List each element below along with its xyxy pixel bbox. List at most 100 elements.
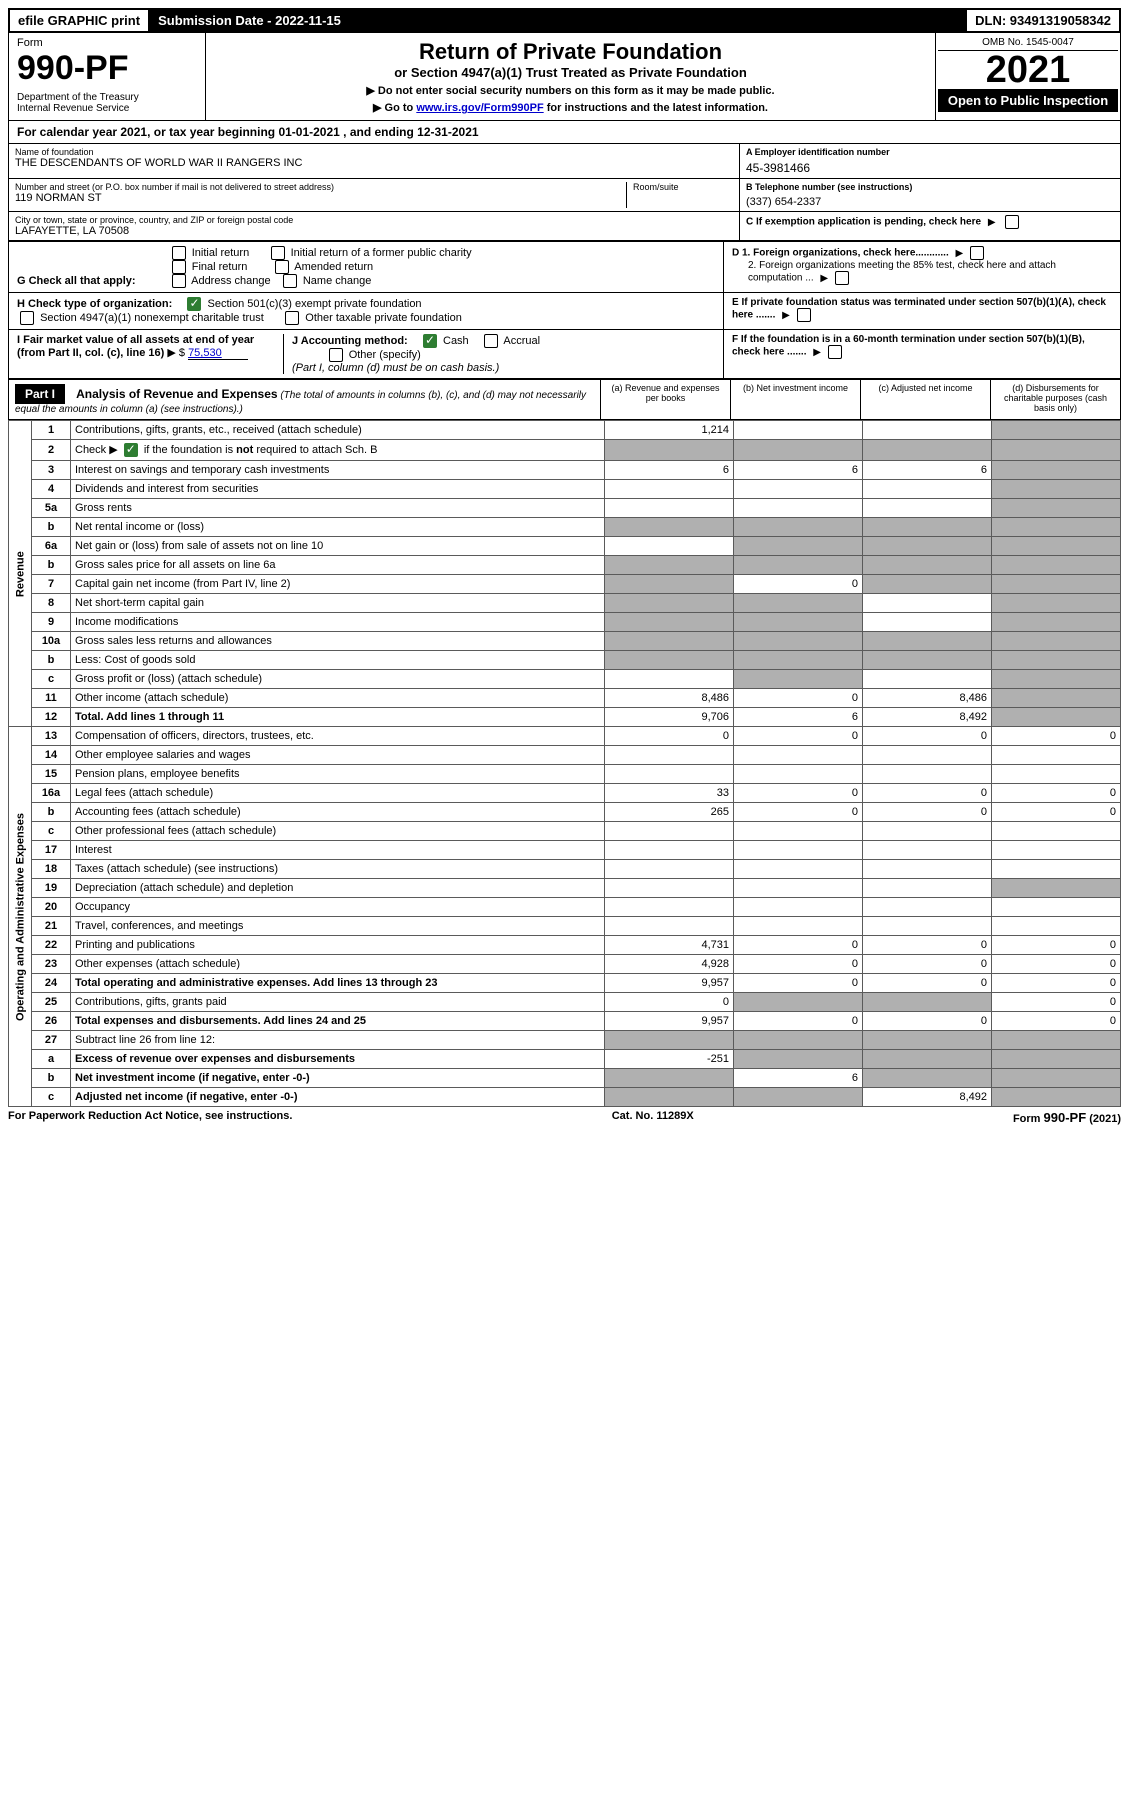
ein-value: 45-3981466 bbox=[746, 157, 1114, 175]
header-center: Return of Private Foundation or Section … bbox=[206, 33, 935, 120]
line-label: Gross sales less returns and allowances bbox=[71, 632, 605, 651]
table-row: bNet investment income (if negative, ent… bbox=[9, 1069, 1121, 1088]
line-label: Contributions, gifts, grants, etc., rece… bbox=[71, 421, 605, 440]
line-number: 3 bbox=[32, 461, 71, 480]
analysis-table: Revenue1Contributions, gifts, grants, et… bbox=[8, 420, 1121, 1107]
line-number: 26 bbox=[32, 1012, 71, 1031]
table-row: aExcess of revenue over expenses and dis… bbox=[9, 1050, 1121, 1069]
line-label: Compensation of officers, directors, tru… bbox=[71, 727, 605, 746]
line-number: 4 bbox=[32, 480, 71, 499]
table-row: 9Income modifications bbox=[9, 613, 1121, 632]
calendar-year: For calendar year 2021, or tax year begi… bbox=[8, 121, 1121, 144]
table-row: cGross profit or (loss) (attach schedule… bbox=[9, 670, 1121, 689]
line-label: Net gain or (loss) from sale of assets n… bbox=[71, 537, 605, 556]
note2-post: for instructions and the latest informat… bbox=[544, 102, 768, 114]
line-label: Excess of revenue over expenses and disb… bbox=[71, 1050, 605, 1069]
ein-cell: A Employer identification number 45-3981… bbox=[740, 144, 1120, 179]
city-value: LAFAYETTE, LA 70508 bbox=[15, 225, 733, 237]
line-number: 20 bbox=[32, 898, 71, 917]
line-label: Total. Add lines 1 through 11 bbox=[71, 708, 605, 727]
c-checkbox[interactable] bbox=[1005, 215, 1019, 229]
j-other-cb[interactable] bbox=[329, 348, 343, 362]
h-501c3-cb[interactable] bbox=[187, 297, 201, 311]
e-right: E If private foundation status was termi… bbox=[724, 293, 1120, 329]
initial-return-cb[interactable] bbox=[172, 246, 186, 260]
ij-left: I Fair market value of all assets at end… bbox=[9, 330, 724, 378]
top-bar: efile GRAPHIC print Submission Date - 20… bbox=[8, 8, 1121, 33]
section-label: Operating and Administrative Expenses bbox=[9, 727, 32, 1107]
form-link[interactable]: www.irs.gov/Form990PF bbox=[416, 102, 543, 114]
line-label: Other income (attach schedule) bbox=[71, 689, 605, 708]
table-row: bAccounting fees (attach schedule)265000 bbox=[9, 803, 1121, 822]
line-number: 10a bbox=[32, 632, 71, 651]
j-cash-cb[interactable] bbox=[423, 334, 437, 348]
table-row: 11Other income (attach schedule)8,48608,… bbox=[9, 689, 1121, 708]
amended-return-cb[interactable] bbox=[275, 260, 289, 274]
line-label: Net short-term capital gain bbox=[71, 594, 605, 613]
d2-label: 2. Foreign organizations meeting the 85%… bbox=[748, 260, 1056, 284]
line-label: Net rental income or (loss) bbox=[71, 518, 605, 537]
j-cash: Cash bbox=[443, 335, 469, 347]
d-right: D 1. Foreign organizations, check here..… bbox=[724, 242, 1120, 292]
table-row: 23Other expenses (attach schedule)4,9280… bbox=[9, 955, 1121, 974]
header-left: Form 990-PF Department of the Treasury I… bbox=[9, 33, 206, 120]
table-row: 25Contributions, gifts, grants paid00 bbox=[9, 993, 1121, 1012]
efile-label[interactable]: efile GRAPHIC print bbox=[10, 10, 150, 31]
final-return-cb[interactable] bbox=[172, 260, 186, 274]
room-label: Room/suite bbox=[633, 182, 733, 192]
d2-checkbox[interactable] bbox=[835, 271, 849, 285]
h-4947-cb[interactable] bbox=[20, 311, 34, 325]
j-accrual-cb[interactable] bbox=[484, 334, 498, 348]
line-label: Printing and publications bbox=[71, 936, 605, 955]
table-row: 19Depreciation (attach schedule) and dep… bbox=[9, 879, 1121, 898]
footer: For Paperwork Reduction Act Notice, see … bbox=[8, 1107, 1121, 1128]
arrow-icon: ▶ bbox=[988, 217, 996, 228]
part1-title: Analysis of Revenue and Expenses bbox=[76, 387, 277, 401]
d1-checkbox[interactable] bbox=[970, 246, 984, 260]
table-row: 16aLegal fees (attach schedule)33000 bbox=[9, 784, 1121, 803]
initial-public-cb[interactable] bbox=[271, 246, 285, 260]
col-d-header: (d) Disbursements for charitable purpose… bbox=[990, 380, 1120, 419]
table-row: 24Total operating and administrative exp… bbox=[9, 974, 1121, 993]
line-label: Other employee salaries and wages bbox=[71, 746, 605, 765]
g-opt-1: Final return bbox=[192, 261, 248, 273]
g-opt-0: Initial return bbox=[192, 247, 249, 259]
phone-value: (337) 654-2337 bbox=[746, 192, 1114, 208]
name-change-cb[interactable] bbox=[283, 274, 297, 288]
line-label: Adjusted net income (if negative, enter … bbox=[71, 1088, 605, 1107]
i-value: 75,530 bbox=[188, 347, 248, 360]
table-row: bLess: Cost of goods sold bbox=[9, 651, 1121, 670]
table-row: bNet rental income or (loss) bbox=[9, 518, 1121, 537]
address: 119 NORMAN ST bbox=[15, 192, 626, 204]
col-c-header: (c) Adjusted net income bbox=[860, 380, 990, 419]
line-number: 12 bbox=[32, 708, 71, 727]
h-left: H Check type of organization: Section 50… bbox=[9, 293, 724, 329]
line-label: Accounting fees (attach schedule) bbox=[71, 803, 605, 822]
line-number: 23 bbox=[32, 955, 71, 974]
line-label: Net investment income (if negative, ente… bbox=[71, 1069, 605, 1088]
line-number: 8 bbox=[32, 594, 71, 613]
arrow-icon: ▶ bbox=[956, 248, 964, 259]
h-row: H Check type of organization: Section 50… bbox=[8, 293, 1121, 330]
header-note2: ▶ Go to www.irs.gov/Form990PF for instru… bbox=[212, 101, 929, 114]
h-other-cb[interactable] bbox=[285, 311, 299, 325]
f-checkbox[interactable] bbox=[828, 345, 842, 359]
j-label: J Accounting method: bbox=[292, 335, 408, 347]
foundation-name-cell: Name of foundation THE DESCENDANTS OF WO… bbox=[9, 144, 740, 179]
address-change-cb[interactable] bbox=[172, 274, 186, 288]
table-row: 15Pension plans, employee benefits bbox=[9, 765, 1121, 784]
table-row: 6aNet gain or (loss) from sale of assets… bbox=[9, 537, 1121, 556]
line-label: Gross sales price for all assets on line… bbox=[71, 556, 605, 575]
table-row: 8Net short-term capital gain bbox=[9, 594, 1121, 613]
part1-title-cell: Part I Analysis of Revenue and Expenses … bbox=[9, 380, 600, 419]
table-row: 10aGross sales less returns and allowanc… bbox=[9, 632, 1121, 651]
line-number: 13 bbox=[32, 727, 71, 746]
line-number: 24 bbox=[32, 974, 71, 993]
addr-label: Number and street (or P.O. box number if… bbox=[15, 182, 626, 192]
table-row: cAdjusted net income (if negative, enter… bbox=[9, 1088, 1121, 1107]
line-number: 1 bbox=[32, 421, 71, 440]
footer-right: Form 990-PF (2021) bbox=[1013, 1110, 1121, 1125]
e-checkbox[interactable] bbox=[797, 308, 811, 322]
g-label: G Check all that apply: bbox=[17, 275, 136, 287]
line-label: Total operating and administrative expen… bbox=[71, 974, 605, 993]
